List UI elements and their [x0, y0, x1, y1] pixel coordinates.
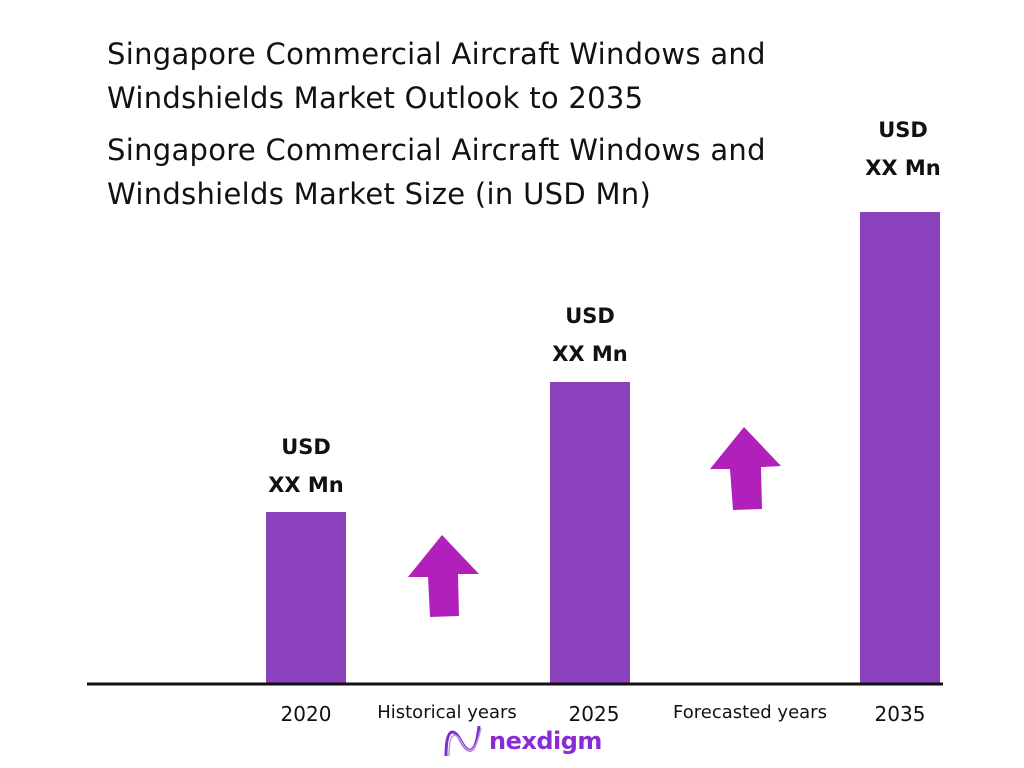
data-label-line: XX Mn [552, 342, 628, 366]
title-line-1: Singapore Commercial Aircraft Windows an… [107, 37, 766, 71]
trend-arrow-up-icon [408, 535, 479, 617]
data-label-2035: USD XX Mn [833, 111, 973, 187]
trend-arrow-up-icon [710, 427, 781, 510]
data-label-2020: USD XX Mn [236, 428, 376, 504]
x-tick-label: 2020 [280, 702, 332, 726]
chart-subtitle: Singapore Commercial Aircraft Windows an… [107, 128, 766, 216]
bar-2035 [860, 212, 940, 684]
period-label-forecast: Forecasted years [673, 702, 827, 723]
subtitle-line-2: Windshields Market Size (in USD Mn) [107, 177, 652, 211]
bar-2025 [550, 382, 630, 684]
x-tick-label: 2025 [568, 702, 620, 726]
x-tick-label: 2035 [874, 702, 926, 726]
data-label-line: USD [878, 118, 928, 142]
nexdigm-logo-icon [444, 725, 482, 757]
brand-name: nexdigm [489, 727, 602, 755]
bar-2020 [266, 512, 346, 684]
subtitle-line-1: Singapore Commercial Aircraft Windows an… [107, 133, 766, 167]
data-label-line: USD [565, 304, 615, 328]
data-label-line: USD [281, 435, 331, 459]
period-label-historical: Historical years [377, 702, 517, 723]
chart-title: Singapore Commercial Aircraft Windows an… [107, 32, 766, 120]
title-line-2: Windshields Market Outlook to 2035 [107, 81, 644, 115]
data-label-line: XX Mn [268, 473, 344, 497]
data-label-line: XX Mn [865, 156, 941, 180]
nexdigm-logo: nexdigm [443, 724, 602, 758]
data-label-2025: USD XX Mn [520, 297, 660, 373]
